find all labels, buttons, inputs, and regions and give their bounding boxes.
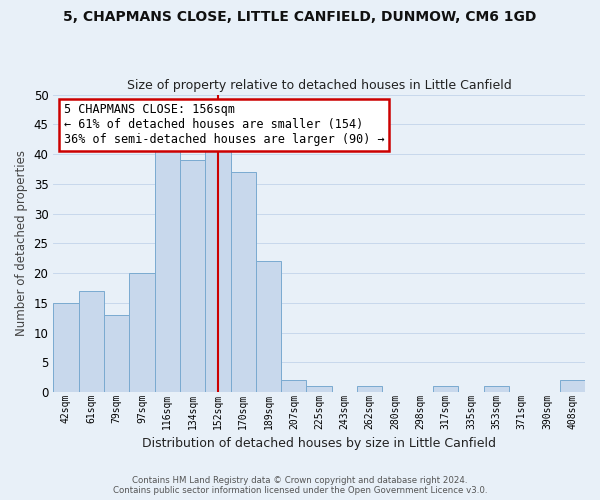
Bar <box>129 273 155 392</box>
Bar <box>230 172 256 392</box>
Bar <box>484 386 509 392</box>
Bar <box>79 291 104 392</box>
Bar <box>281 380 307 392</box>
Bar <box>155 148 180 392</box>
Bar <box>53 303 79 392</box>
Bar <box>205 142 230 392</box>
Bar <box>560 380 585 392</box>
Text: 5 CHAPMANS CLOSE: 156sqm
← 61% of detached houses are smaller (154)
36% of semi-: 5 CHAPMANS CLOSE: 156sqm ← 61% of detach… <box>64 104 385 146</box>
Y-axis label: Number of detached properties: Number of detached properties <box>15 150 28 336</box>
Text: Contains HM Land Registry data © Crown copyright and database right 2024.
Contai: Contains HM Land Registry data © Crown c… <box>113 476 487 495</box>
Bar <box>180 160 205 392</box>
Bar <box>433 386 458 392</box>
Text: 5, CHAPMANS CLOSE, LITTLE CANFIELD, DUNMOW, CM6 1GD: 5, CHAPMANS CLOSE, LITTLE CANFIELD, DUNM… <box>64 10 536 24</box>
X-axis label: Distribution of detached houses by size in Little Canfield: Distribution of detached houses by size … <box>142 437 496 450</box>
Bar <box>256 261 281 392</box>
Bar <box>307 386 332 392</box>
Bar <box>104 314 129 392</box>
Bar <box>357 386 382 392</box>
Title: Size of property relative to detached houses in Little Canfield: Size of property relative to detached ho… <box>127 79 512 92</box>
